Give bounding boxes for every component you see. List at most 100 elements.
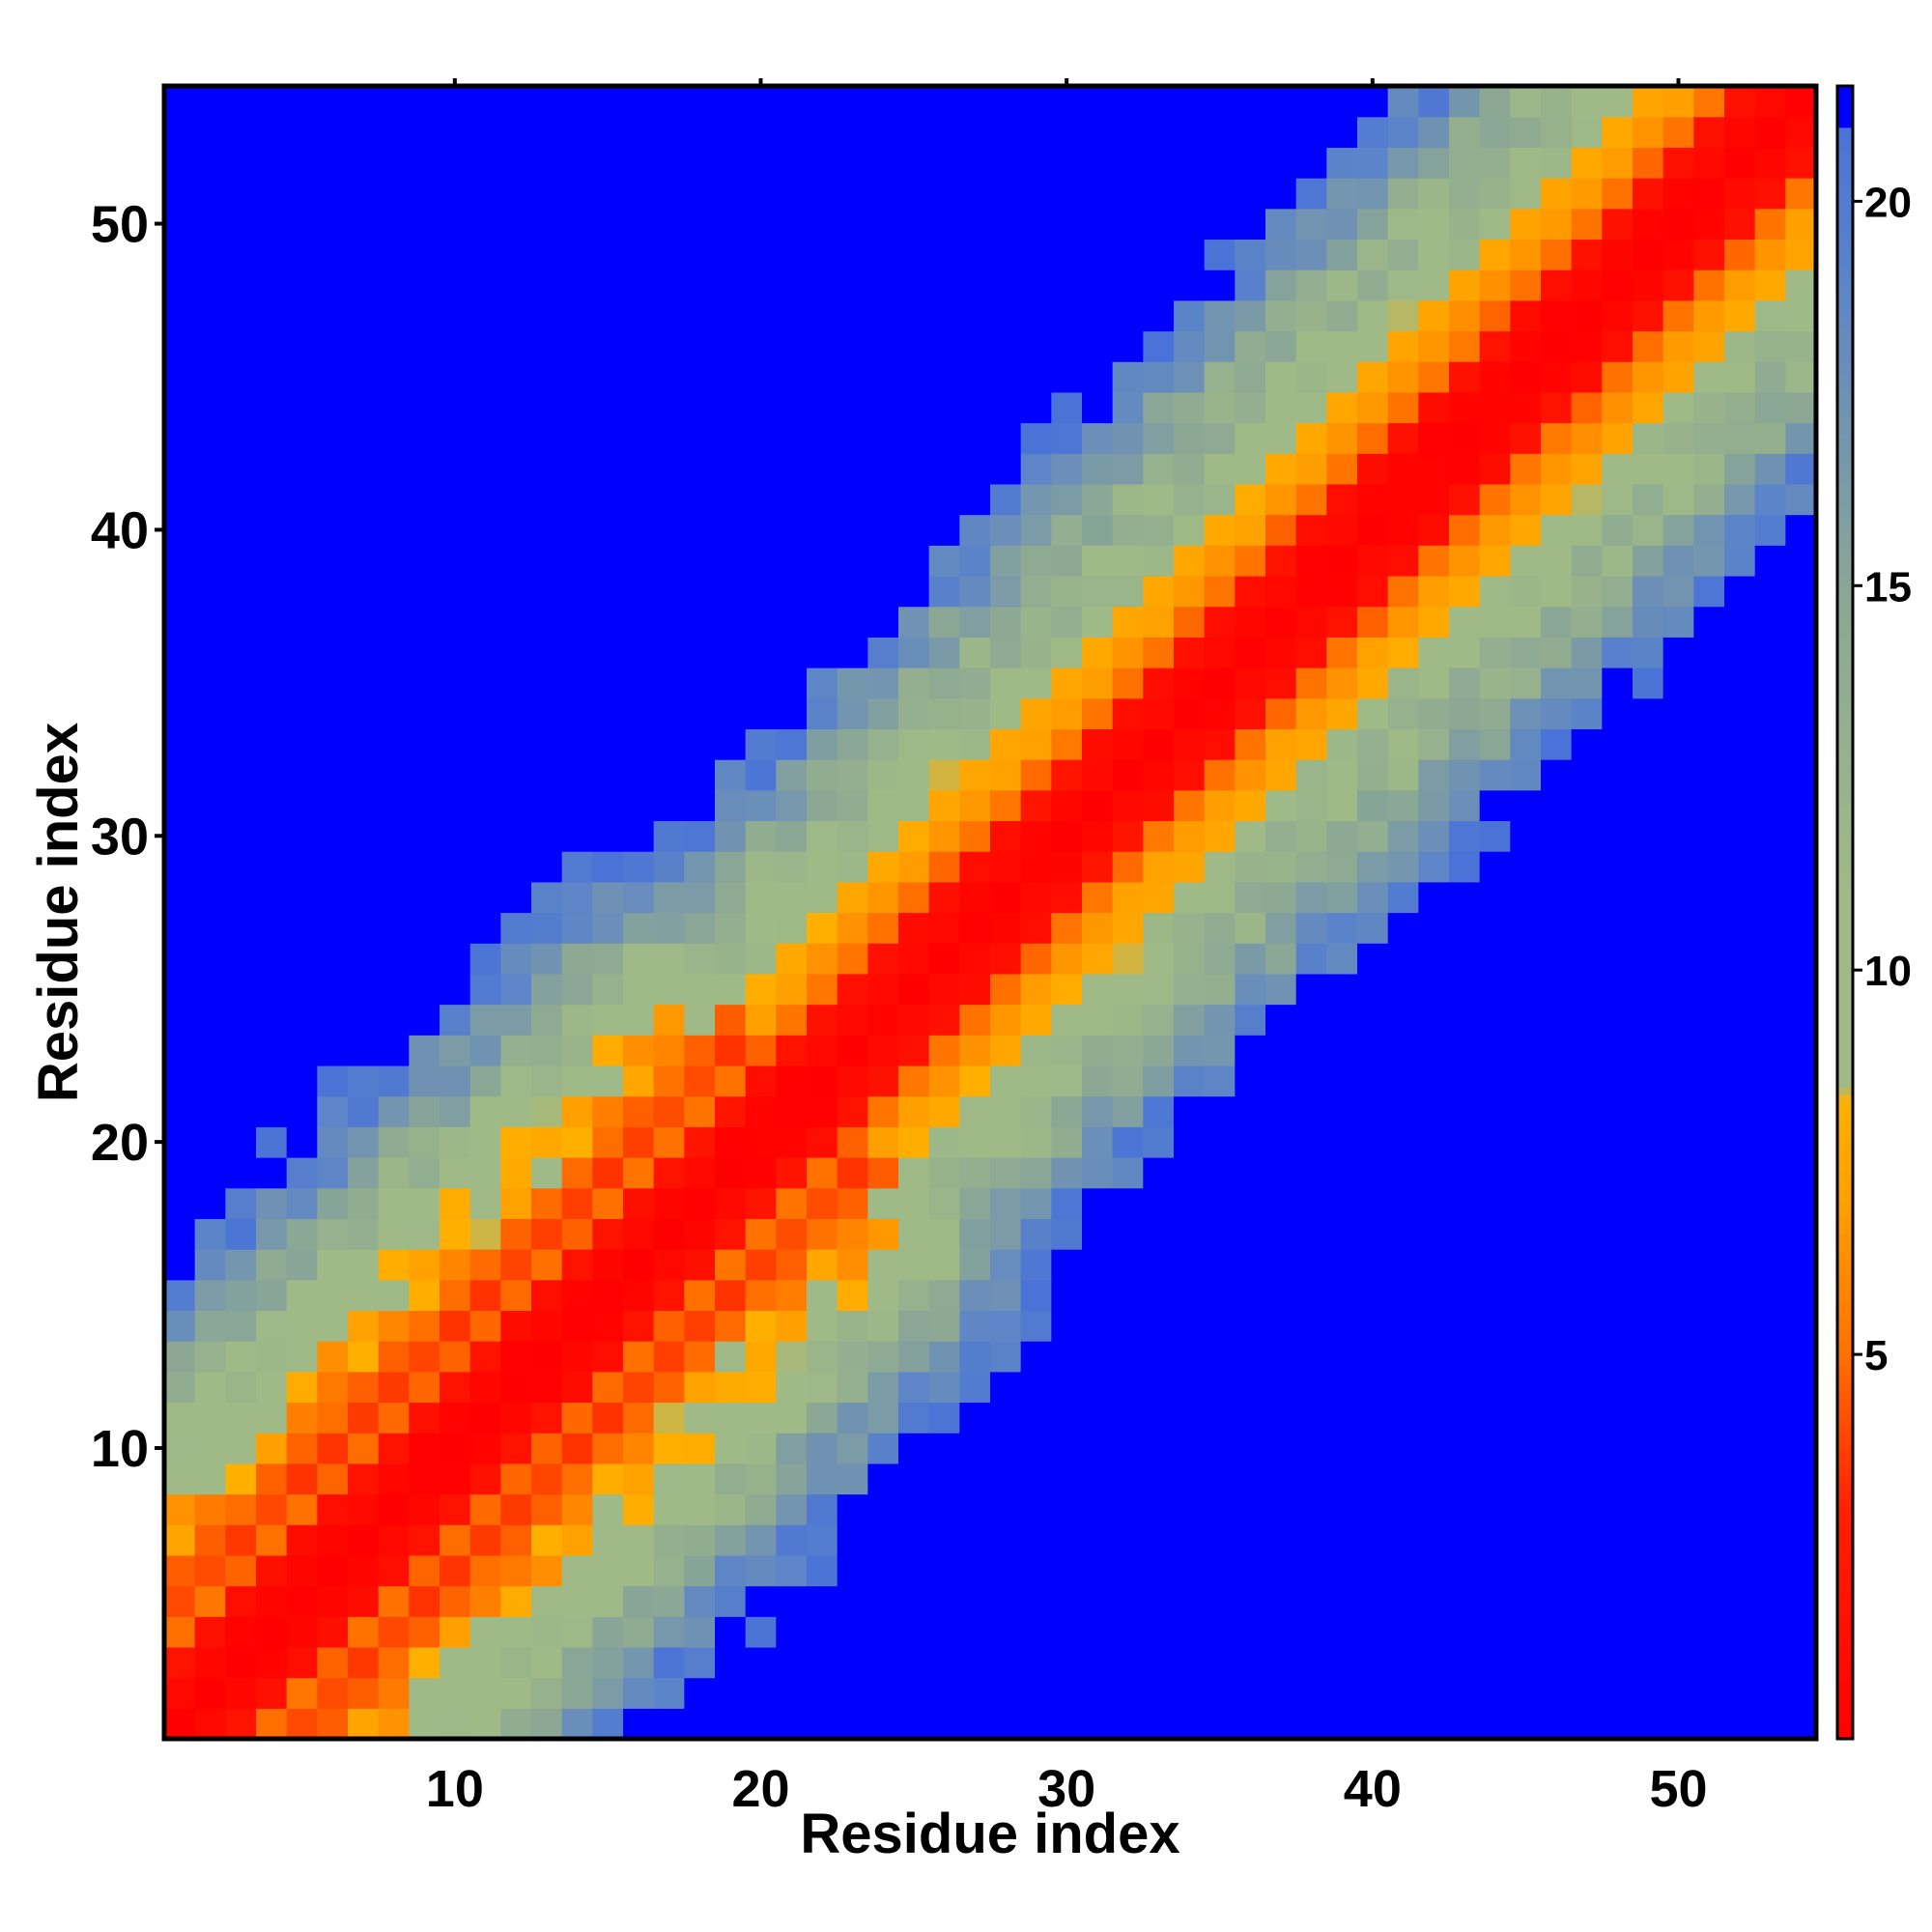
heatmap-cell (1724, 697, 1756, 729)
heatmap-cell (440, 1402, 471, 1434)
heatmap-cell (440, 1463, 471, 1495)
heatmap-cell (1724, 1156, 1756, 1189)
heatmap-cell (1112, 973, 1144, 1006)
heatmap-cell (959, 789, 991, 822)
heatmap-cell (684, 1585, 716, 1617)
heatmap-cell (561, 637, 593, 668)
heatmap-cell (469, 299, 501, 332)
heatmap-cell (1357, 1218, 1389, 1250)
heatmap-cell (1662, 1156, 1694, 1189)
heatmap-cell (1510, 820, 1542, 852)
heatmap-cell (164, 1065, 196, 1097)
heatmap-cell (1541, 1371, 1573, 1404)
heatmap-cell (409, 1554, 440, 1587)
colorbar-segment (1837, 730, 1853, 740)
heatmap-cell (1357, 759, 1389, 791)
heatmap-cell (256, 86, 288, 118)
heatmap-cell (1510, 1156, 1542, 1189)
heatmap-cell (1602, 86, 1634, 118)
heatmap-cell (1020, 1341, 1052, 1373)
heatmap-cell (440, 514, 471, 546)
heatmap-cell (990, 178, 1022, 210)
heatmap-cell (1479, 1156, 1511, 1189)
heatmap-cell (286, 147, 318, 179)
heatmap-cell (1571, 1646, 1603, 1679)
heatmap-cell (1571, 116, 1603, 148)
heatmap-cell (592, 1677, 624, 1709)
heatmap-cell (807, 1310, 838, 1342)
heatmap-cell (776, 789, 808, 822)
heatmap-cell (1235, 1677, 1266, 1709)
heatmap-cell (1449, 453, 1481, 485)
heatmap-cell (440, 1585, 471, 1617)
heatmap-cell (378, 1249, 410, 1281)
heatmap-cell (1541, 483, 1573, 516)
heatmap-cell (1418, 1126, 1450, 1158)
heatmap-cell (1418, 1524, 1450, 1556)
heatmap-cell (1541, 1433, 1573, 1464)
heatmap-cell (928, 361, 960, 393)
heatmap-cell (1143, 545, 1175, 577)
heatmap-cell (286, 1585, 318, 1617)
colorbar-segment (1837, 870, 1853, 880)
heatmap-cell (745, 1218, 777, 1250)
heatmap-cell (561, 422, 593, 454)
heatmap-cell (1571, 1616, 1603, 1648)
heatmap-cell (1754, 606, 1786, 638)
heatmap-cell (1541, 789, 1573, 822)
heatmap-cell (807, 1004, 838, 1036)
heatmap-cell (1082, 299, 1114, 332)
heatmap-cell (378, 1156, 410, 1189)
heatmap-cell (500, 789, 532, 822)
heatmap-cell (623, 1341, 655, 1373)
heatmap-cell (1418, 422, 1450, 454)
heatmap-cell (500, 361, 532, 393)
heatmap-cell (1326, 1433, 1358, 1464)
heatmap-cell (256, 1126, 288, 1158)
heatmap-cell (1235, 239, 1266, 270)
heatmap-cell (1082, 1371, 1114, 1404)
heatmap-cell (990, 1218, 1022, 1250)
x-axis-label: Residue index (800, 1803, 1179, 1865)
heatmap-cell (317, 1004, 349, 1036)
heatmap-cell (1724, 881, 1756, 914)
heatmap-cell (164, 1616, 196, 1648)
heatmap-cell (1541, 606, 1573, 638)
heatmap-cell (378, 637, 410, 668)
heatmap-cell (1479, 668, 1511, 699)
colorbar-segment (1837, 1309, 1853, 1319)
heatmap-cell (286, 361, 318, 393)
heatmap-cell (1449, 1095, 1481, 1127)
colorbar-segment (1837, 970, 1853, 980)
heatmap-cell (1479, 1035, 1511, 1066)
heatmap-cell (1295, 1646, 1327, 1679)
heatmap-cell (1633, 943, 1664, 975)
colorbar-segment (1837, 986, 1853, 996)
heatmap-cell (653, 606, 685, 638)
heatmap-cell (653, 208, 685, 241)
heatmap-cell (1357, 1279, 1389, 1312)
heatmap-cell (807, 1371, 838, 1404)
heatmap-cell (1082, 1616, 1114, 1648)
heatmap-cell (898, 851, 930, 883)
heatmap-cell (1143, 1156, 1175, 1189)
heatmap-cell (1510, 453, 1542, 485)
heatmap-cell (1602, 391, 1634, 424)
heatmap-cell (1204, 1524, 1236, 1556)
heatmap-cell (1602, 361, 1634, 393)
heatmap-cell (898, 881, 930, 914)
heatmap-cell (1295, 1065, 1327, 1097)
heatmap-cell (1204, 851, 1236, 883)
heatmap-cell (561, 1554, 593, 1587)
heatmap-cell (561, 1616, 593, 1648)
heatmap-cell (1082, 789, 1114, 822)
colorbar-segment (1837, 1474, 1853, 1484)
heatmap-cell (440, 1554, 471, 1587)
heatmap-cell (1082, 1126, 1114, 1158)
colorbar-segment (1837, 1102, 1853, 1112)
heatmap-cell (1265, 1310, 1297, 1342)
heatmap-cell (469, 514, 501, 546)
heatmap-cell (1204, 606, 1236, 638)
heatmap-cell (928, 1249, 960, 1281)
heatmap-cell (531, 299, 563, 332)
